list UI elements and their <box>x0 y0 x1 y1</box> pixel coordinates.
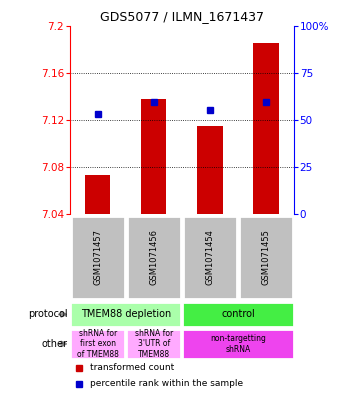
Bar <box>70 302 182 327</box>
Text: TMEM88 depletion: TMEM88 depletion <box>81 309 171 320</box>
Text: shRNA for
first exon
of TMEM88: shRNA for first exon of TMEM88 <box>77 329 119 359</box>
Bar <box>182 302 294 327</box>
Text: non-targetting
shRNA: non-targetting shRNA <box>210 334 266 354</box>
Bar <box>141 99 167 214</box>
Bar <box>85 175 110 214</box>
Text: GSM1071454: GSM1071454 <box>205 230 215 285</box>
Bar <box>182 329 294 359</box>
Text: transformed count: transformed count <box>90 364 174 373</box>
Text: other: other <box>42 339 68 349</box>
Bar <box>239 216 293 299</box>
Title: GDS5077 / ILMN_1671437: GDS5077 / ILMN_1671437 <box>100 10 264 23</box>
Text: control: control <box>221 309 255 320</box>
Text: percentile rank within the sample: percentile rank within the sample <box>90 379 243 388</box>
Bar <box>183 216 237 299</box>
Bar <box>126 329 182 359</box>
Bar <box>71 216 125 299</box>
Bar <box>70 329 125 359</box>
Bar <box>253 43 279 214</box>
Text: protocol: protocol <box>28 309 68 320</box>
Bar <box>197 126 223 214</box>
Text: GSM1071456: GSM1071456 <box>149 230 158 285</box>
Text: GSM1071457: GSM1071457 <box>93 230 102 285</box>
Bar <box>127 216 181 299</box>
Text: GSM1071455: GSM1071455 <box>261 230 271 285</box>
Text: shRNA for
3'UTR of
TMEM88: shRNA for 3'UTR of TMEM88 <box>135 329 173 359</box>
